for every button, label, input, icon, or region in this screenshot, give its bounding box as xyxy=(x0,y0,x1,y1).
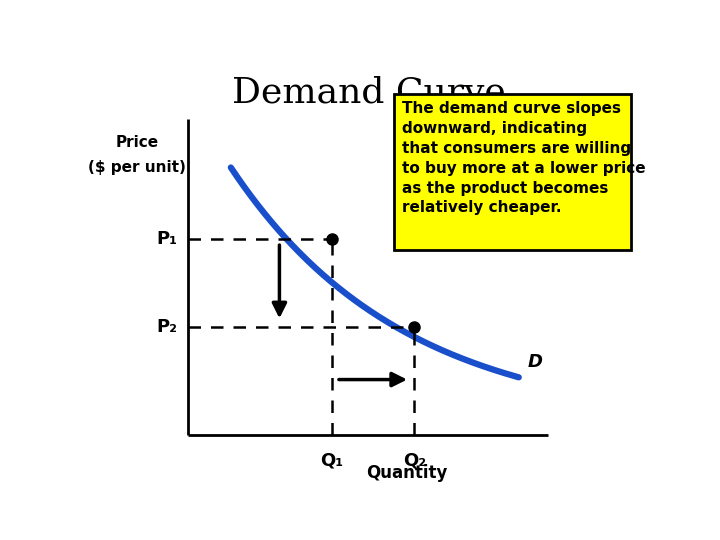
Text: Price: Price xyxy=(116,136,159,151)
Text: P₂: P₂ xyxy=(157,319,178,336)
Text: Q₂: Q₂ xyxy=(402,451,426,469)
Text: Q₁: Q₁ xyxy=(320,451,343,469)
Text: Demand Curve: Demand Curve xyxy=(232,75,506,109)
Text: The demand curve slopes
downward, indicating
that consumers are willing
to buy m: The demand curve slopes downward, indica… xyxy=(402,102,646,215)
Text: Quantity: Quantity xyxy=(366,464,447,482)
Text: ($ per unit): ($ per unit) xyxy=(89,160,186,176)
FancyBboxPatch shape xyxy=(394,94,631,250)
Text: D: D xyxy=(527,353,542,371)
Text: P₁: P₁ xyxy=(157,230,178,248)
